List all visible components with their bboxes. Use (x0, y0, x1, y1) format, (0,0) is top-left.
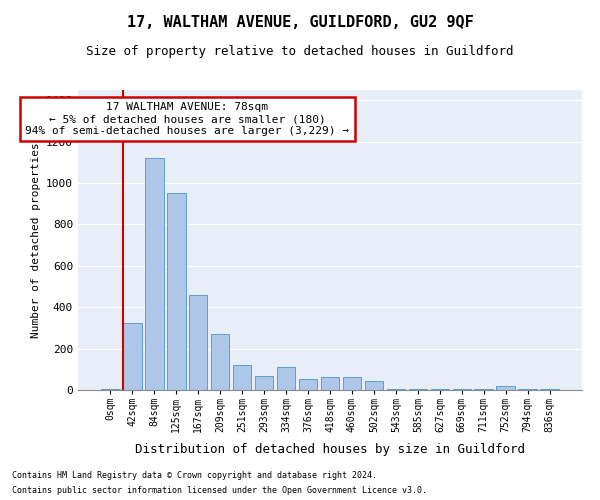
Bar (101, 389, 119, 390)
Text: Size of property relative to detached houses in Guildford: Size of property relative to detached ho… (86, 45, 514, 58)
Text: Contains public sector information licensed under the Open Government Licence v3: Contains public sector information licen… (12, 486, 427, 495)
Bar (431, 389, 449, 390)
Bar (475, 389, 493, 390)
Bar (409, 389, 427, 390)
Bar (167, 194, 185, 390)
Bar (496, 386, 515, 390)
Bar (365, 380, 383, 390)
Bar (518, 389, 537, 390)
X-axis label: Distribution of detached houses by size in Guildford: Distribution of detached houses by size … (135, 444, 525, 456)
Bar (255, 376, 274, 390)
Text: 17 WALTHAM AVENUE: 78sqm
← 5% of detached houses are smaller (180)
94% of semi-d: 17 WALTHAM AVENUE: 78sqm ← 5% of detache… (25, 102, 349, 136)
Bar (299, 378, 317, 390)
Bar (211, 334, 229, 390)
Bar (189, 295, 208, 390)
Bar (343, 376, 361, 390)
Bar (277, 367, 295, 390)
Bar (233, 365, 251, 390)
Bar (123, 323, 142, 390)
Bar (452, 389, 471, 390)
Bar (320, 376, 340, 390)
Bar (386, 389, 405, 390)
Bar (541, 389, 559, 390)
Text: 17, WALTHAM AVENUE, GUILDFORD, GU2 9QF: 17, WALTHAM AVENUE, GUILDFORD, GU2 9QF (127, 15, 473, 30)
Y-axis label: Number of detached properties: Number of detached properties (31, 142, 41, 338)
Text: Contains HM Land Registry data © Crown copyright and database right 2024.: Contains HM Land Registry data © Crown c… (12, 471, 377, 480)
Bar (145, 158, 164, 390)
